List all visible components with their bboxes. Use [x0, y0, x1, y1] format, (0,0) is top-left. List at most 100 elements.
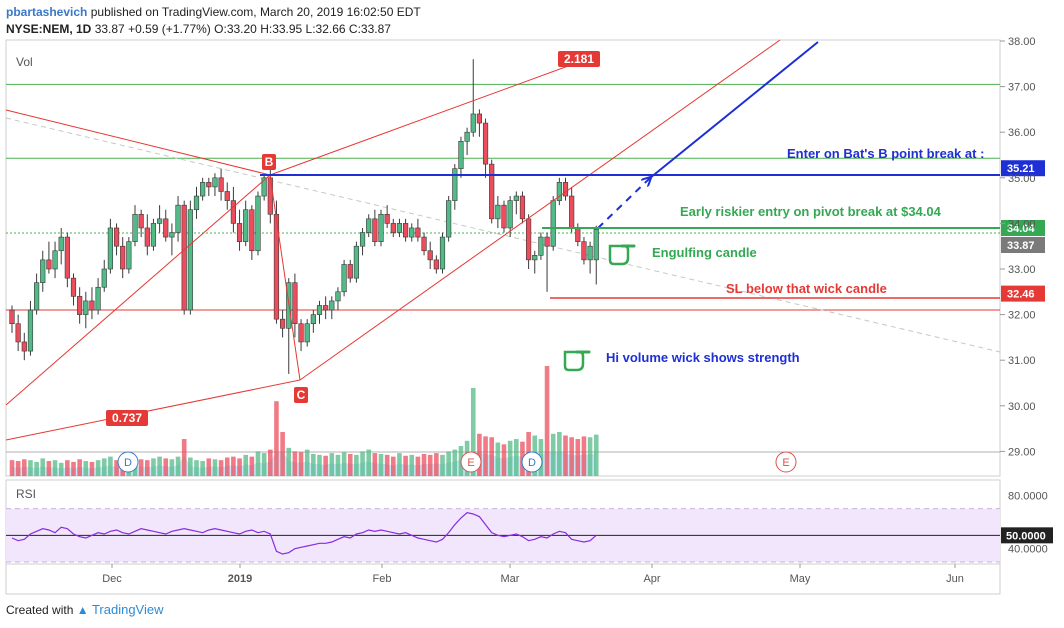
chart-annotation: Engulfing candle — [652, 245, 757, 260]
candle-body — [212, 177, 218, 188]
price-label-box — [1001, 285, 1045, 302]
volume-bar — [452, 449, 458, 476]
volume-bar — [249, 456, 255, 476]
candle-body — [569, 195, 575, 229]
event-marker — [460, 451, 482, 473]
candle-body — [476, 113, 483, 124]
pattern-label-text: B — [265, 155, 274, 169]
candle-body — [243, 209, 249, 242]
projected-trend-arrow — [649, 41, 819, 179]
x-tick-label: Apr — [643, 573, 660, 585]
event-marker-letter: E — [782, 457, 789, 469]
candle-body — [40, 259, 46, 283]
candle-body — [27, 309, 34, 352]
candle-body — [415, 227, 421, 238]
event-marker-letter: D — [528, 457, 536, 469]
candle-body — [396, 223, 403, 233]
volume-bar — [372, 453, 378, 476]
candle-body — [64, 236, 70, 279]
volume-bar — [212, 459, 218, 476]
x-tick-label: Dec — [102, 573, 122, 585]
candle-body — [550, 200, 556, 247]
pattern-label-text: 2.181 — [564, 52, 594, 66]
footer: Created with ▲ TradingView — [6, 602, 164, 617]
volume-bar — [489, 437, 494, 476]
event-marker — [775, 451, 797, 473]
price-label-text: 34.04 — [1007, 223, 1035, 235]
candle-body — [224, 191, 230, 201]
symbol-line: NYSE:NEM, 1D 33.87 +0.59 (+1.77%) O:33.2… — [6, 21, 421, 38]
candle-body — [421, 236, 427, 252]
candle-body — [341, 264, 347, 293]
volume-bar — [151, 458, 156, 476]
volume-bar — [501, 444, 507, 476]
candle-body — [525, 218, 532, 261]
candle-body — [575, 227, 581, 242]
ohlc-values: O:33.20 H:33.95 L:32.66 C:33.87 — [214, 22, 391, 36]
candle-body — [366, 218, 372, 233]
volume-bar — [354, 454, 359, 476]
volume-bar — [15, 461, 21, 476]
volume-bar — [391, 456, 396, 476]
volume-bar — [335, 454, 341, 476]
candle-body — [507, 200, 513, 229]
candle-body — [544, 236, 550, 247]
candle-body — [513, 195, 519, 201]
chart-annotation: SL below that wick candle — [726, 281, 887, 296]
candle-body — [292, 282, 298, 325]
candle-body — [489, 163, 495, 220]
candle-body — [304, 323, 310, 343]
candle-body — [495, 204, 501, 220]
volume-bar — [298, 452, 304, 476]
volume-bar — [58, 462, 64, 476]
volume-bar — [557, 432, 562, 476]
price-label-text: 33.87 — [1007, 240, 1035, 252]
volume-bar — [384, 454, 390, 476]
publish-info: published on TradingView.com, March 20, … — [90, 5, 421, 19]
candle-body — [359, 232, 366, 247]
volume-bar — [366, 449, 371, 476]
candle-body — [15, 323, 21, 343]
chart-annotation: Hi volume wick shows strength — [606, 350, 800, 365]
volume-bar — [9, 460, 15, 476]
volume-bar — [360, 451, 365, 476]
volume-bar — [71, 461, 76, 476]
candle-body — [439, 236, 446, 270]
volume-bar — [483, 436, 488, 476]
volume-bar — [563, 435, 568, 476]
volume-bar — [514, 439, 519, 476]
time-axis-frame — [5, 563, 1001, 595]
x-tick-label: Jun — [946, 573, 964, 585]
y-tick-label: 29.00 — [1008, 446, 1036, 458]
tradingview-logo-icon: ▲ — [76, 603, 89, 617]
candle-body — [427, 250, 433, 261]
volume-bar — [157, 456, 162, 476]
candle-body — [193, 195, 200, 211]
author-link[interactable]: pbartashevich — [6, 5, 88, 19]
candle-body — [501, 204, 507, 229]
volume-bar — [114, 460, 119, 476]
rsi-current-box — [1001, 527, 1053, 544]
candle-body — [249, 209, 255, 252]
footer-created-with: Created with — [6, 603, 74, 617]
volume-bar — [77, 459, 82, 476]
footer-brand[interactable]: TradingView — [91, 602, 164, 617]
candle-body — [163, 218, 169, 238]
candle-body — [126, 241, 132, 270]
volume-bar — [446, 451, 451, 476]
pattern-label-box — [106, 410, 148, 426]
candle-body — [144, 227, 150, 247]
candle-body — [532, 255, 538, 261]
candle-body — [279, 318, 286, 329]
volume-bar — [206, 458, 212, 476]
volume-bar — [507, 440, 513, 476]
candle-body — [353, 245, 360, 279]
candle-body — [120, 245, 126, 270]
candle-body — [562, 182, 569, 197]
candle-body — [458, 141, 464, 169]
volume-bar — [138, 459, 144, 476]
hand-palm — [563, 350, 585, 372]
candle-body — [316, 305, 323, 315]
chart-annotation: Enter on Bat's B point break at : — [787, 146, 984, 161]
